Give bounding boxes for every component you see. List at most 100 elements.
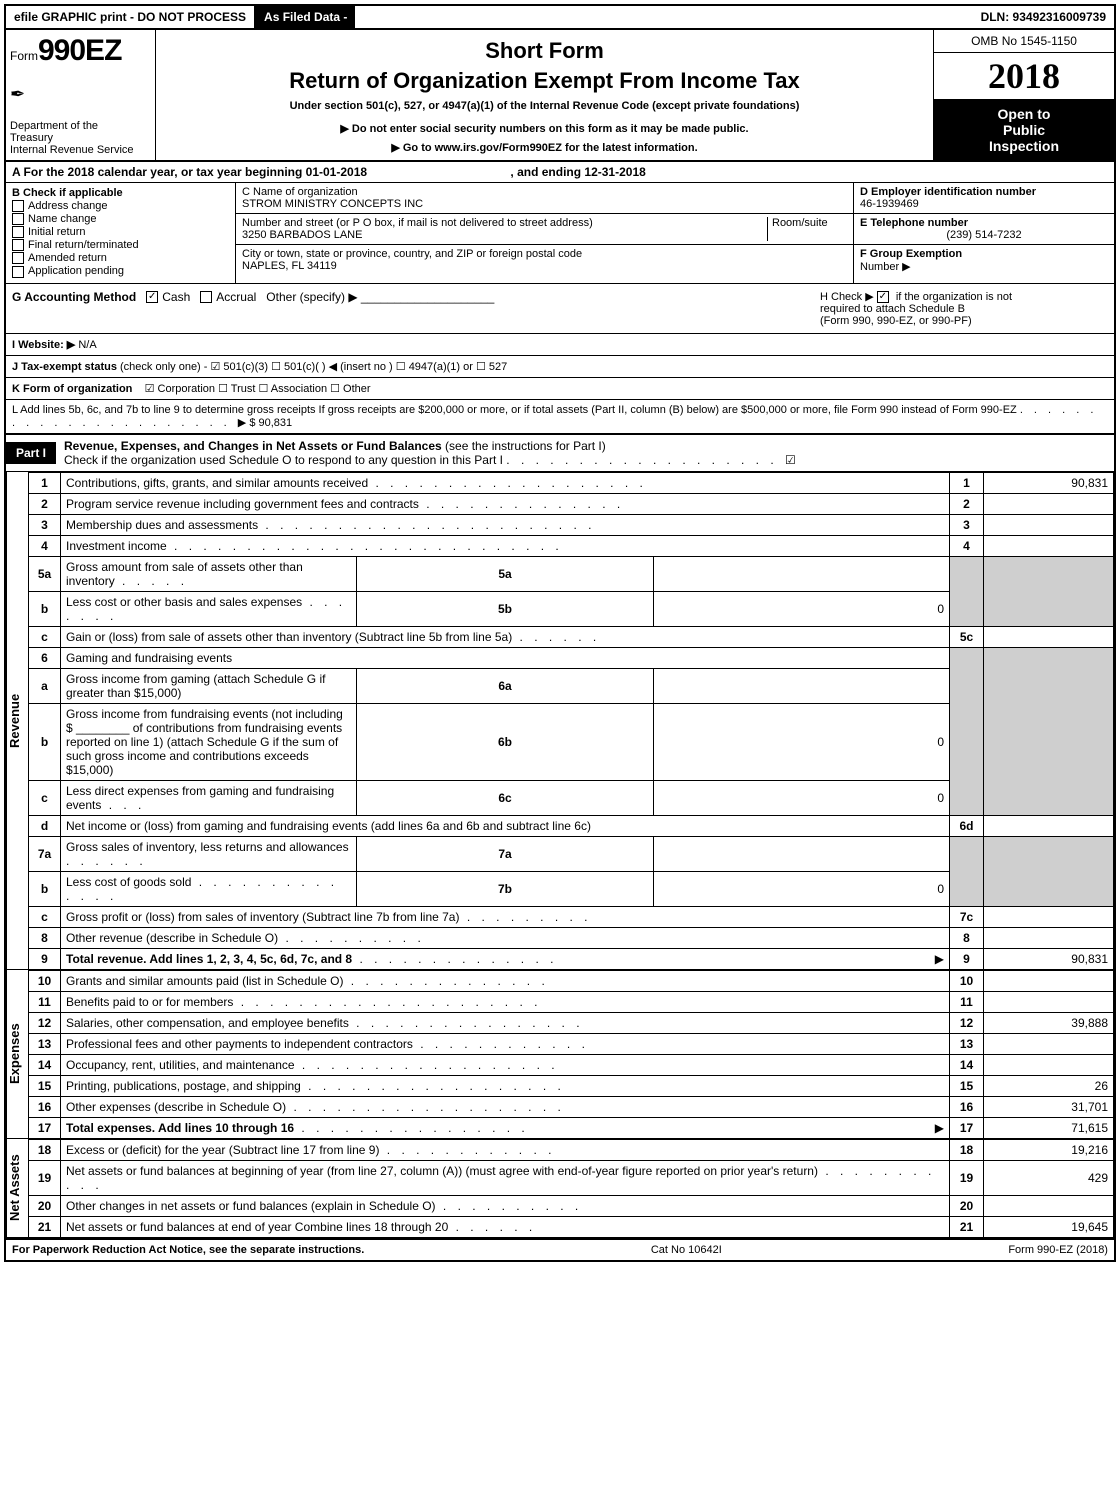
- checkbox-h-icon[interactable]: [877, 291, 889, 303]
- line-desc-text: Benefits paid to or for members: [66, 995, 233, 1009]
- dots: . . . . . .: [448, 1220, 536, 1234]
- line-desc-text: Program service revenue including govern…: [66, 497, 419, 511]
- part-1-label: Part I: [6, 442, 56, 464]
- line-desc-text: Contributions, gifts, grants, and simila…: [66, 476, 368, 490]
- line-desc-text: Excess or (deficit) for the year (Subtra…: [66, 1143, 379, 1157]
- line-desc: Gross income from fundraising events (no…: [61, 703, 357, 780]
- dln-label: DLN: 93492316009739: [973, 6, 1114, 28]
- footer-right: Form 990-EZ (2018): [1008, 1244, 1108, 1256]
- line-subnum: 6b: [357, 703, 653, 780]
- j-rest: (check only one) - ☑ 501(c)(3) ☐ 501(c)(…: [120, 361, 507, 373]
- dept-line2: Treasury: [10, 132, 151, 144]
- dots: . . . . . . . . . . . . . . . . . .: [295, 1058, 559, 1072]
- row-a-ending: , and ending 12-31-2018: [510, 165, 645, 179]
- short-form-title: Short Form: [168, 38, 921, 64]
- line-rnum: 12: [950, 1012, 984, 1033]
- footer-left: For Paperwork Reduction Act Notice, see …: [12, 1244, 364, 1256]
- line-18: 18 Excess or (deficit) for the year (Sub…: [29, 1139, 1114, 1160]
- line-6: 6 Gaming and fundraising events: [29, 647, 1114, 668]
- line-7a: 7a Gross sales of inventory, less return…: [29, 836, 1114, 871]
- line-rnum: 6d: [950, 815, 984, 836]
- cb-amended-return[interactable]: Amended return: [12, 252, 229, 264]
- checkbox-icon[interactable]: [12, 252, 24, 264]
- line-num: 5a: [29, 556, 61, 591]
- dots: . . . . . . . . . . . . . .: [352, 952, 557, 966]
- arrow-icon: ▶: [935, 952, 944, 966]
- line-desc: Excess or (deficit) for the year (Subtra…: [61, 1139, 950, 1160]
- line-amount: [984, 906, 1114, 927]
- checkbox-cash-icon[interactable]: [146, 291, 158, 303]
- line-desc: Gross sales of inventory, less returns a…: [61, 836, 357, 871]
- checkbox-accrual-icon[interactable]: [200, 291, 212, 303]
- room-suite: Room/suite: [767, 217, 847, 241]
- line-amount: [984, 1054, 1114, 1075]
- line-num: 2: [29, 493, 61, 514]
- line-rnum: 21: [950, 1216, 984, 1237]
- department-block: Department of the Treasury Internal Reve…: [10, 120, 151, 156]
- line-desc: Gaming and fundraising events: [61, 647, 950, 668]
- dots: . . . . . . . . . . . . . . . . . . . . …: [167, 539, 563, 553]
- line-desc-text: Printing, publications, postage, and shi…: [66, 1079, 301, 1093]
- address-block: Number and street (or P O box, if mail i…: [236, 214, 853, 245]
- line-num: 7a: [29, 836, 61, 871]
- addr-value: 3250 BARBADOS LANE: [242, 229, 362, 241]
- line-desc: Grants and similar amounts paid (list in…: [61, 970, 950, 991]
- cb-name-change[interactable]: Name change: [12, 213, 229, 225]
- checkbox-icon[interactable]: [12, 213, 24, 225]
- row-j: J Tax-exempt status (check only one) - ☑…: [6, 356, 1114, 378]
- form-container: efile GRAPHIC print - DO NOT PROCESS As …: [4, 4, 1116, 1262]
- cb-label: Amended return: [28, 252, 107, 264]
- cb-initial-return[interactable]: Initial return: [12, 226, 229, 238]
- line-num: 12: [29, 1012, 61, 1033]
- line-num: 4: [29, 535, 61, 556]
- cb-address-change[interactable]: Address change: [12, 200, 229, 212]
- d-label: D Employer identification number: [860, 186, 1036, 198]
- part-1-check-line: Check if the organization used Schedule …: [64, 453, 503, 467]
- line-amount: [984, 626, 1114, 647]
- checkbox-icon[interactable]: [12, 200, 24, 212]
- line-amount: [984, 535, 1114, 556]
- line-num: b: [29, 703, 61, 780]
- line-desc: Membership dues and assessments . . . . …: [61, 514, 950, 535]
- line-amount: [984, 493, 1114, 514]
- cb-final-return[interactable]: Final return/terminated: [12, 239, 229, 251]
- dots: . . . . . . . . . . . . . . . . . . . . …: [233, 995, 541, 1009]
- dots: . . . . . . . . . . . . . . . . . . . . …: [258, 518, 595, 532]
- line-desc-text: Grants and similar amounts paid (list in…: [66, 974, 343, 988]
- row-k: K Form of organization ☑ Corporation ☐ T…: [6, 378, 1114, 400]
- line-desc: Other revenue (describe in Schedule O) .…: [61, 927, 950, 948]
- phone-value: (239) 514-7232: [860, 229, 1108, 241]
- line-17: 17 Total expenses. Add lines 10 through …: [29, 1117, 1114, 1138]
- dots: . . .: [101, 798, 145, 812]
- section-def: D Employer identification number 46-1939…: [854, 183, 1114, 283]
- net-assets-side-label: Net Assets: [6, 1139, 28, 1238]
- line-desc: Program service revenue including govern…: [61, 493, 950, 514]
- line-desc: Benefits paid to or for members . . . . …: [61, 991, 950, 1012]
- line-num: 17: [29, 1117, 61, 1138]
- checkbox-icon[interactable]: [12, 226, 24, 238]
- city-value: NAPLES, FL 34119: [242, 260, 337, 272]
- line-amount: 26: [984, 1075, 1114, 1096]
- checkbox-icon[interactable]: [12, 266, 24, 278]
- dots: . . . . . . . . . . . . . .: [343, 974, 548, 988]
- h-text3: required to attach Schedule B: [820, 303, 965, 315]
- line-21: 21 Net assets or fund balances at end of…: [29, 1216, 1114, 1237]
- dots: . . . . . . . . . . . . . . . . . . .: [286, 1100, 565, 1114]
- line-amount: 19,645: [984, 1216, 1114, 1237]
- line-amount: 71,615: [984, 1117, 1114, 1138]
- open-to-public-box: Open to Public Inspection: [934, 100, 1114, 160]
- checkbox-icon[interactable]: [12, 239, 24, 251]
- net-assets-lines: 18 Excess or (deficit) for the year (Sub…: [28, 1139, 1114, 1238]
- line-num: 21: [29, 1216, 61, 1237]
- line-subnum: 6c: [357, 780, 653, 815]
- part-1-title: Revenue, Expenses, and Changes in Net As…: [64, 439, 442, 453]
- grey-cell: [950, 647, 984, 815]
- line-desc-text: Total expenses. Add lines 10 through 16: [66, 1121, 294, 1135]
- dept-line1: Department of the: [10, 120, 151, 132]
- city-block: City or town, state or province, country…: [236, 245, 853, 275]
- cb-application-pending[interactable]: Application pending: [12, 265, 229, 277]
- line-desc: Net income or (loss) from gaming and fun…: [61, 815, 950, 836]
- line-num: 10: [29, 970, 61, 991]
- line-amount: 39,888: [984, 1012, 1114, 1033]
- tax-year: 2018: [934, 53, 1114, 100]
